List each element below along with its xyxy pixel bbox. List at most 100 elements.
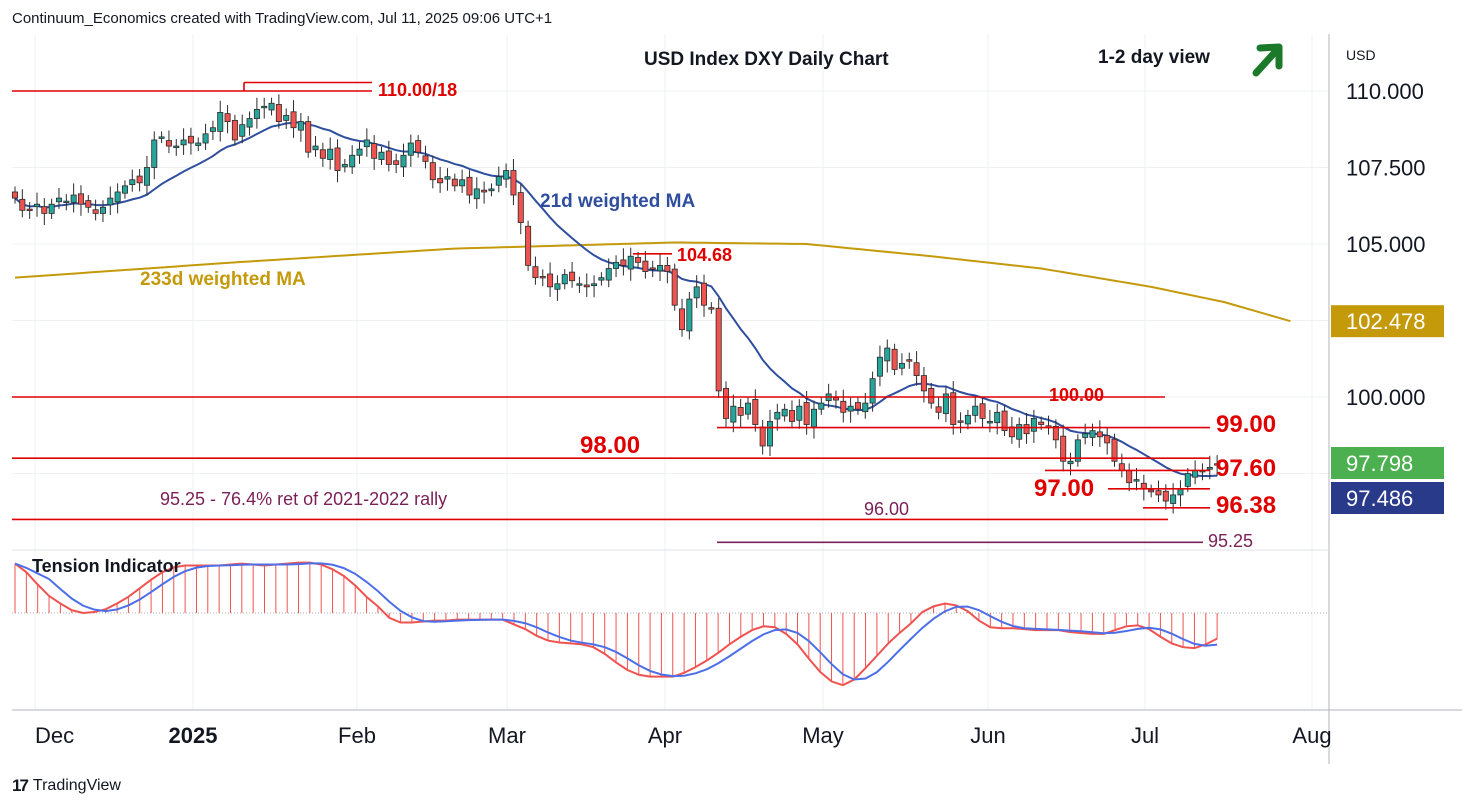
level-label-4: 98.00 <box>580 432 640 459</box>
grid-lines <box>12 34 1329 710</box>
candle-body <box>876 356 883 377</box>
candle-body <box>935 406 942 413</box>
candle-body <box>642 260 649 272</box>
candle-body <box>752 399 759 425</box>
support-resistance-levels: 110.00/18 104.68 100.00 99.00 98.00 97.60 97.0… <box>12 80 1276 551</box>
candles-layer <box>11 94 1221 514</box>
level-label-6: 97.00 <box>1034 475 1094 502</box>
candle-body <box>297 121 304 131</box>
level-label-1: 104.68 <box>677 245 732 265</box>
candle-body <box>832 397 839 401</box>
y-tick-2: 105.000 <box>1346 232 1426 257</box>
candle-body <box>964 414 971 425</box>
candle-body <box>503 170 510 180</box>
candle-body <box>459 179 466 187</box>
candle-body <box>693 286 700 299</box>
candle-body <box>774 411 781 420</box>
x-tick-4: Apr <box>648 723 682 748</box>
candle-body <box>715 307 722 392</box>
candle-body <box>569 271 576 282</box>
candle-body <box>891 348 898 370</box>
candle-body <box>561 274 568 285</box>
candle-body <box>26 208 33 212</box>
candle-body <box>41 206 48 214</box>
candle-body <box>217 112 224 132</box>
candle-body <box>723 388 730 419</box>
candle-body <box>1162 490 1169 502</box>
time-axis: Dec 2025 Feb Mar Apr May Jun Jul Aug <box>35 723 1332 748</box>
candle-body <box>525 225 532 266</box>
candle-body <box>583 284 590 288</box>
candle-body <box>620 259 627 266</box>
x-tick-7: Jul <box>1131 723 1159 748</box>
candle-body <box>840 400 847 413</box>
candle-body <box>657 265 664 272</box>
candle-body <box>869 378 876 404</box>
candle-body <box>1155 490 1162 496</box>
candle-body <box>862 402 869 413</box>
candle-body <box>671 268 678 306</box>
chart-credit: Continuum_Economics created with Trading… <box>12 10 553 27</box>
x-tick-0: Dec <box>35 723 74 748</box>
candle-body <box>730 405 737 423</box>
candle-body <box>649 267 656 270</box>
candle-body <box>745 402 752 415</box>
candle-body <box>1060 435 1067 462</box>
currency-label: USD <box>1346 47 1376 63</box>
candle-body <box>1126 470 1133 484</box>
candle-body <box>605 268 612 281</box>
candle-body <box>920 375 927 392</box>
candle-body <box>1030 418 1037 432</box>
x-tick-3: Mar <box>488 723 526 748</box>
candle-body <box>319 149 326 159</box>
level-label-8: 96.00 <box>864 499 909 519</box>
candle-body <box>70 194 77 203</box>
candle-body <box>818 402 825 410</box>
candle-body <box>1140 482 1147 490</box>
candle-body <box>1214 463 1221 466</box>
candle-body <box>737 407 744 416</box>
brand-footer: 17 TradingView <box>12 776 121 796</box>
candle-body <box>305 121 312 153</box>
x-tick-6: Jun <box>970 723 1005 748</box>
candle-body <box>451 178 458 187</box>
candle-body <box>290 111 297 129</box>
level-label-7: 96.38 <box>1216 492 1276 519</box>
trend-arrow-icon <box>1252 43 1283 77</box>
candle-body <box>613 261 620 269</box>
x-tick-2: Feb <box>338 723 376 748</box>
candle-body <box>906 359 913 362</box>
candle-body <box>473 188 480 200</box>
candle-body <box>63 200 70 204</box>
candle-body <box>378 151 385 160</box>
candle-body <box>209 127 216 132</box>
candle-body <box>1038 421 1045 425</box>
candle-body <box>686 298 693 332</box>
ma-233-line <box>14 241 1291 323</box>
candle-body <box>1016 424 1023 440</box>
candle-body <box>510 170 517 196</box>
candle-body <box>635 257 642 263</box>
candle-body <box>994 411 1001 424</box>
tension-title: Tension Indicator <box>32 556 181 576</box>
candle-body <box>349 154 356 168</box>
level-label-9: 95.25 <box>1208 531 1253 551</box>
candle-body <box>803 402 810 425</box>
candle-body <box>517 192 524 223</box>
candle-body <box>283 115 290 121</box>
candle-body <box>1052 425 1059 441</box>
tension-signal-line <box>14 562 1218 681</box>
candle-body <box>796 405 803 421</box>
price-badge-1 <box>1331 447 1444 479</box>
candle-body <box>495 176 502 186</box>
candle-body <box>129 179 136 186</box>
candle-body <box>810 408 817 428</box>
candle-body <box>1206 466 1213 470</box>
candle-body <box>1001 410 1008 432</box>
tradingview-logo-icon: 17 <box>12 776 29 795</box>
candle-body <box>437 178 444 184</box>
candle-body <box>1118 463 1125 471</box>
chart-frame <box>12 34 1462 764</box>
candle-body <box>363 139 370 148</box>
